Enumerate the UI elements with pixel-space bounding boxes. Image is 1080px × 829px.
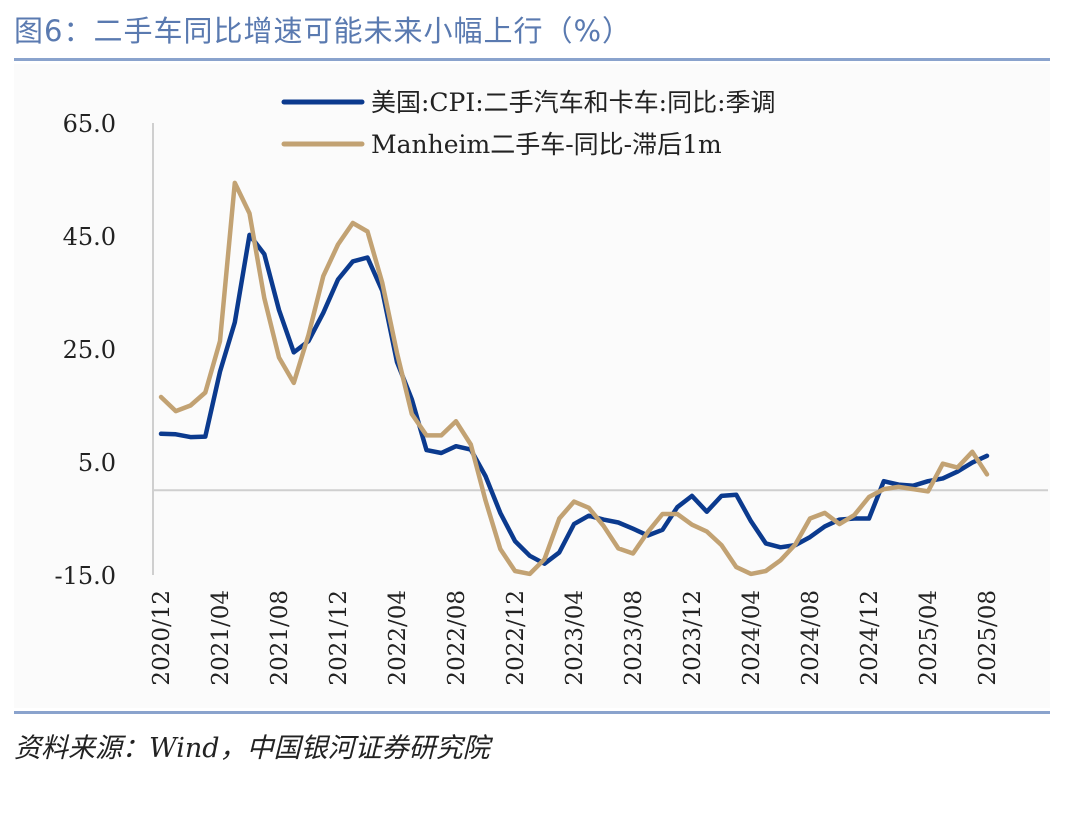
x-tick-label: 2023/04 xyxy=(562,590,588,686)
series-layer xyxy=(158,180,990,577)
x-tick-label: 2023/08 xyxy=(621,590,647,686)
legend-label: Manheim二手车-同比-滞后1m xyxy=(371,130,722,159)
x-tick-label: 2021/08 xyxy=(267,590,293,686)
line-chart: -15.0 5.0 25.0 45.0 65.0 2020/12 2021/04 2021/0… xyxy=(54,88,1048,686)
x-tick-label: 2025/08 xyxy=(975,590,1001,686)
figure-title: 图6：二手车同比增速可能未来小幅上行（%） xyxy=(14,14,633,48)
top-rule xyxy=(14,58,1050,61)
x-tick-label: 2024/08 xyxy=(798,590,824,686)
y-tick-label: -15.0 xyxy=(54,562,116,590)
legend-label: 美国:CPI:二手汽车和卡车:同比:季调 xyxy=(371,88,776,117)
y-tick-label: 5.0 xyxy=(78,449,116,477)
x-tick-label: 2022/04 xyxy=(385,590,411,686)
axes-layer: -15.0 5.0 25.0 45.0 65.0 2020/12 2021/04 2021/0… xyxy=(54,110,1048,686)
y-tick-label: 65.0 xyxy=(63,110,116,138)
x-tick-label: 2022/08 xyxy=(444,590,470,686)
x-tick-label: 2024/04 xyxy=(739,590,765,686)
x-tick-label: 2020/12 xyxy=(149,590,175,686)
x-tick-label: 2021/04 xyxy=(208,590,234,686)
x-tick-label: 2021/12 xyxy=(326,590,352,686)
x-tick-label: 2025/04 xyxy=(916,590,942,686)
x-tick-label: 2024/12 xyxy=(857,590,883,686)
source-note: 资料来源：Wind，中国银河证券研究院 xyxy=(14,733,490,764)
bottom-rule xyxy=(14,711,1050,714)
x-tick-label: 2022/12 xyxy=(503,590,529,686)
series-line-cpi xyxy=(158,232,990,566)
y-tick-label: 45.0 xyxy=(63,223,116,251)
legend: 美国:CPI:二手汽车和卡车:同比:季调 Manheim二手车-同比-滞后1m xyxy=(281,88,776,159)
x-tick-label: 2023/12 xyxy=(680,590,706,686)
y-tick-label: 25.0 xyxy=(63,336,116,364)
plot-background xyxy=(14,64,1050,708)
series-line-manheim xyxy=(158,180,990,577)
